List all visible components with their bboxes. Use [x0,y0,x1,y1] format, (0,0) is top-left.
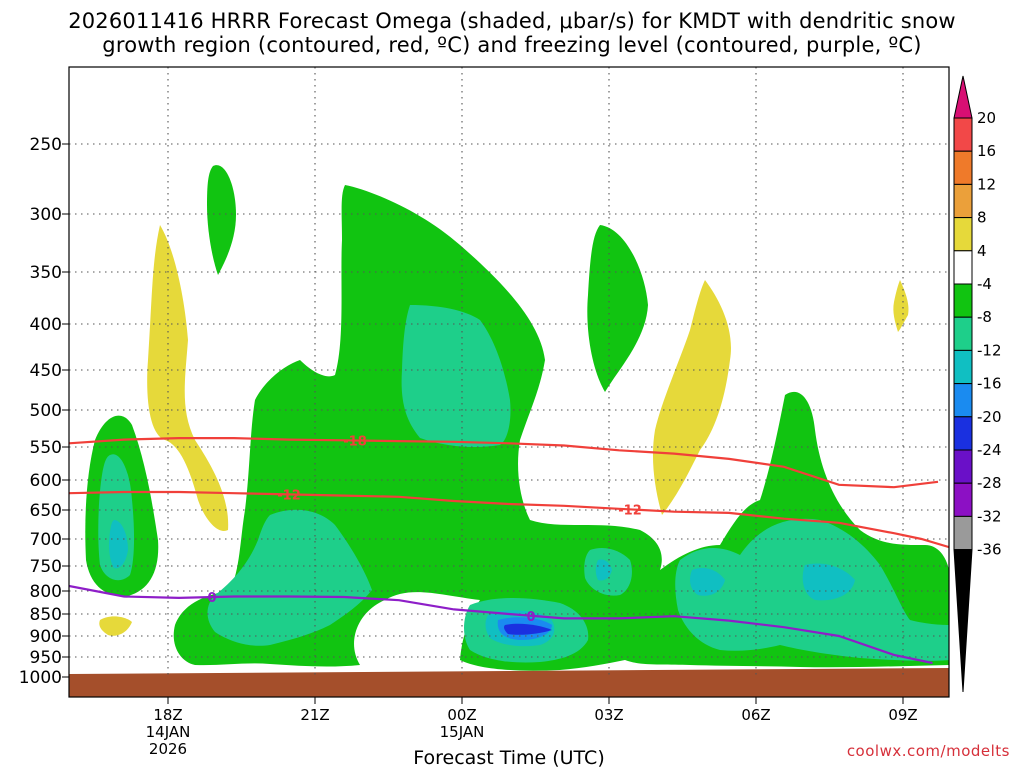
contour-label: -18 [343,434,367,449]
y-tick-label: 850 [30,605,62,625]
contour-label: -12 [277,488,301,503]
x-axis-label: Forecast Time (UTC) [413,747,604,768]
contour-label: 0 [207,591,216,606]
colorbar-label: -8 [977,308,992,326]
x-tick-date: 14JAN [146,723,191,741]
y-tick-label: 400 [30,315,62,335]
colorbar-top-arrow [954,76,972,118]
contour-label: 0 [526,610,535,625]
colorbar-segment [954,218,972,251]
y-tick-label: 800 [30,582,62,602]
omega-positive-region [99,616,132,635]
colorbar-segment [954,483,972,516]
colorbar-label: -28 [977,474,1002,492]
colorbar-label: -36 [977,541,1002,559]
y-tick-label: 450 [30,361,62,381]
x-tick-label: 21Z [300,706,329,724]
colorbar-segment [954,284,972,317]
colorbar-label: 16 [977,142,996,160]
omega-positive-region [147,225,228,531]
colorbar-label: 20 [977,109,996,127]
y-tick-label: 500 [30,401,62,421]
x-tick-label: 00Z [447,706,476,724]
x-tick-date: 15JAN [440,723,485,741]
omega-positive-region [653,280,731,515]
colorbar-segment [954,450,972,483]
y-tick-label: 650 [30,501,62,521]
omega-negative-region [207,165,236,275]
colorbar-label: -32 [977,507,1002,525]
x-tick-label: 03Z [594,706,623,724]
y-tick-label: 350 [30,263,62,283]
colorbar-label: -4 [977,275,992,293]
y-tick-label: 900 [30,627,62,647]
colorbar-segment [954,350,972,383]
omega-positive-region [893,280,908,332]
colorbar-segment [954,118,972,151]
contour-label: -12 [618,503,642,518]
x-tick-label: 18Z [153,706,182,724]
colorbar: 20 16 12 8 4 -4 -8 -12 -16 -20 -24 -28 -32 -36 [954,76,1002,692]
colorbar-label: 12 [977,175,996,193]
y-tick-label: 600 [30,471,62,491]
y-axis-ticks: 2503003504004505005506006507007508008509… [19,135,69,688]
y-tick-label: 1000 [19,668,62,688]
y-tick-label: 750 [30,557,62,577]
x-tick-label: 06Z [741,706,770,724]
colorbar-segment [954,251,972,284]
chart-canvas: -18 -12 -12 0 0 250 300 350 400 450 500 550 600 650 7… [0,0,1024,768]
colorbar-segment [954,384,972,417]
colorbar-label: 8 [977,209,987,227]
colorbar-bottom-arrow [954,550,972,692]
x-tick-year: 2026 [149,740,187,758]
omega-negative-region [587,225,648,392]
colorbar-label: -16 [977,375,1002,393]
colorbar-segment [954,317,972,350]
colorbar-label: -24 [977,441,1002,459]
colorbar-segment [954,151,972,184]
y-tick-label: 550 [30,438,62,458]
y-tick-label: 300 [30,205,62,225]
y-tick-label: 250 [30,135,62,155]
x-tick-label: 09Z [888,706,917,724]
colorbar-segment [954,417,972,450]
colorbar-label: -20 [977,408,1002,426]
terrain-ground [69,668,949,697]
y-tick-label: 950 [30,648,62,668]
credit-text: coolwx.com/modelts [847,742,1010,760]
y-tick-label: 700 [30,530,62,550]
colorbar-label: -12 [977,341,1002,359]
colorbar-label: 4 [977,242,987,260]
colorbar-segment [954,516,972,549]
colorbar-segment [954,184,972,217]
